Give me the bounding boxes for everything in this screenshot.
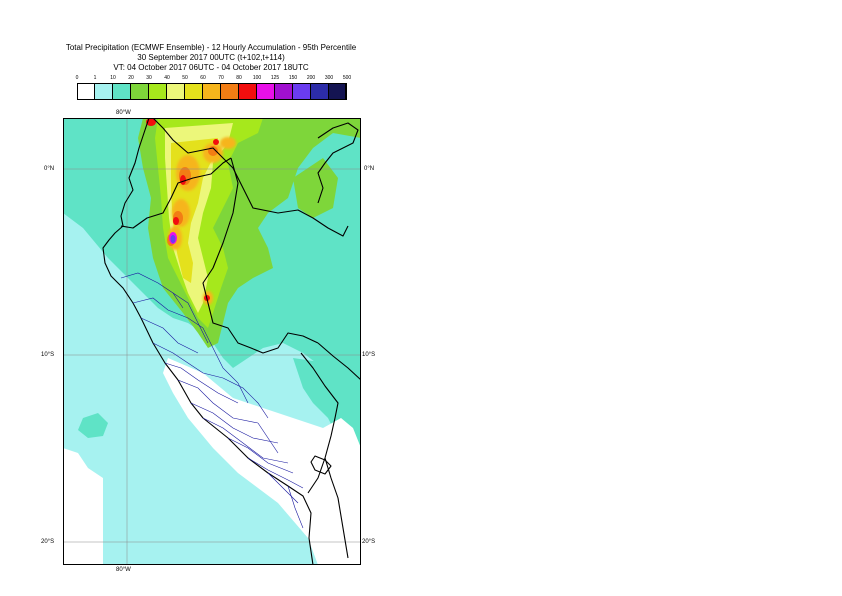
peru-brazil-border [202,157,319,354]
colorbar-tick-label: 300 [324,75,334,81]
peru-bolivia-border [300,352,339,494]
region-60-70mm [168,137,236,305]
colorbar-swatch [221,83,239,100]
colorbar-swatch [77,83,95,100]
colorbar-tick-label: 80 [236,75,242,81]
colorbar-tick-label: 0 [75,75,79,81]
colorbar-tick-label: 30 [146,75,152,81]
lat-label-0-left: 0°N [44,166,55,172]
colorbar-tick-label: 500 [342,75,352,81]
colorbar-tick-label: 10 [110,75,116,81]
graticule [63,118,361,565]
map-title: Total Precipitation (ECMWF Ensemble) - 1… [65,43,357,52]
colorbar-swatch [239,83,257,100]
chile-bolivia-border [324,457,349,559]
colorbar-swatch [113,83,131,100]
colorbar-tick-label: 70 [218,75,224,81]
region-80-100mm [146,118,219,301]
colorbar-swatch [257,83,275,100]
region-borders [120,272,304,529]
lon-label-bottom: 80°W [116,567,131,573]
region-150-200mm [170,235,176,243]
lat-label-0-right: 0°N [364,166,375,172]
colorbar-tick-label: 1 [93,75,97,81]
region-20-30mm-east [293,158,338,218]
coastline [102,118,314,565]
lake-titicaca [310,455,332,475]
map-border [63,118,361,565]
precipitation-map [63,118,361,565]
colorbar-swatch [203,83,221,100]
colombia-border [152,118,349,237]
lat-label-20s-left: 20°S [41,539,55,545]
colorbar-tick-label: 200 [306,75,316,81]
colorbar-swatch [149,83,167,100]
lon-label-top: 80°W [116,110,131,116]
colorbar-tick-label: 125 [270,75,280,81]
map-base-time: 30 September 2017 00UTC (t+102,t+114) [137,53,285,62]
region-0-1mm-west [63,448,103,565]
country-borders [102,118,361,565]
colorbar-swatch [167,83,185,100]
colorbar-tick-label: 20 [128,75,134,81]
colorbar-swatch [95,83,113,100]
colorbar-swatch [131,83,149,100]
colorbar-tick-label: 100 [252,75,262,81]
lat-label-10s-left: 10°S [41,352,55,358]
brazil-north-border [317,122,359,204]
lat-label-20s-right: 20°S [362,539,376,545]
map-valid-time: VT: 04 October 2017 06UTC - 04 October 2… [113,63,309,72]
colorbar-swatch [311,83,329,100]
ecuador-peru-border [120,157,232,229]
colorbar-tick-label: 40 [164,75,170,81]
lat-label-10s-right: 10°S [362,352,376,358]
colorbar-tick-label: 150 [288,75,298,81]
colorbar-tick-label: 60 [200,75,206,81]
colorbar-swatch [185,83,203,100]
region-10-20mm-islet [78,413,108,438]
colorbar-tick-label: 50 [182,75,188,81]
colorbar-swatch [275,83,293,100]
colorbar-swatch [293,83,311,100]
bolivia-brazil-border [317,342,361,381]
colorbar-swatch [329,83,347,100]
